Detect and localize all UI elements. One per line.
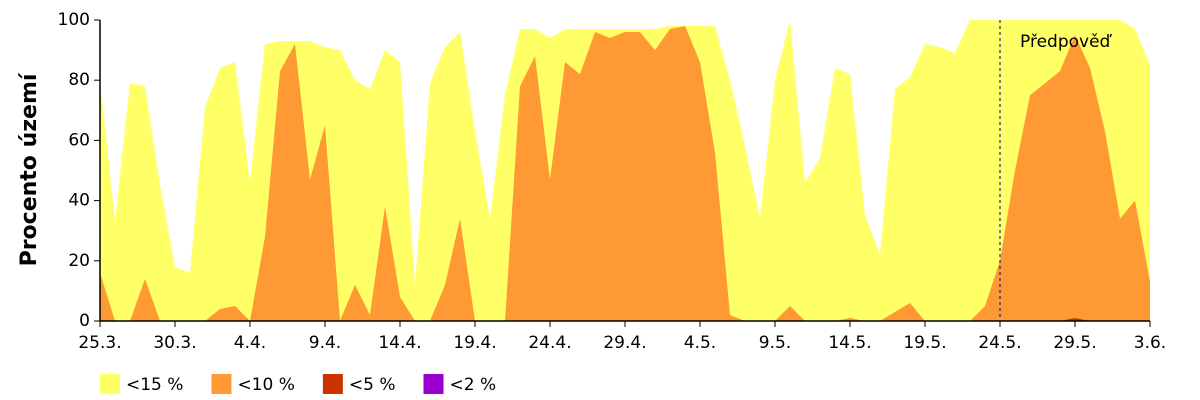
legend-swatch [423, 374, 444, 394]
legend-swatch [211, 374, 232, 394]
x-tick-label: 9.4. [309, 333, 341, 353]
x-tick-label: 14.5. [828, 333, 871, 353]
x-tick-label: 29.4. [603, 333, 646, 353]
legend-label: <10 % [237, 375, 294, 395]
y-tick-label: 100 [58, 10, 90, 30]
legend-swatch [322, 374, 343, 394]
x-tick-label: 25.3. [78, 333, 121, 353]
x-tick-label: 3.6. [1134, 333, 1166, 353]
legend-label: <5 % [349, 375, 396, 395]
y-tick-label: 80 [68, 70, 90, 90]
legend-label: <15 % [126, 375, 183, 395]
y-tick-label: 60 [68, 130, 90, 150]
legend-swatch [100, 374, 120, 394]
x-tick-label: 14.4. [378, 333, 421, 353]
x-tick-label: 19.5. [903, 333, 946, 353]
x-tick-label: 29.5. [1053, 333, 1096, 353]
annotation: Předpověď [1020, 32, 1113, 52]
y-tick-label: 20 [68, 251, 90, 271]
y-tick-label: 0 [79, 311, 90, 331]
y-axis-label: Procento území [17, 72, 42, 266]
y-tick-label: 40 [68, 191, 90, 211]
x-tick-label: 4.4. [234, 333, 266, 353]
legend-label: <2 % [450, 375, 497, 395]
x-tick-label: 24.4. [528, 333, 571, 353]
x-tick-label: 24.5. [978, 333, 1021, 353]
x-tick-label: 9.5. [759, 333, 791, 353]
x-tick-label: 4.5. [684, 333, 716, 353]
x-tick-label: 30.3. [153, 333, 196, 353]
x-tick-label: 19.4. [453, 333, 496, 353]
area [100, 26, 1150, 322]
